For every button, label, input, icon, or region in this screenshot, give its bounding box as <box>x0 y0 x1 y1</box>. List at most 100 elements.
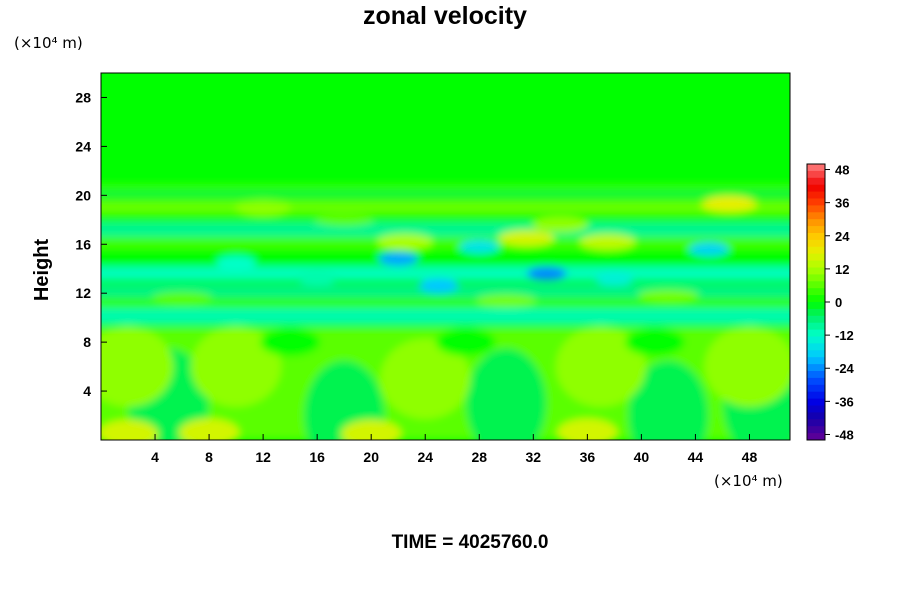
colorbar-segment <box>807 288 825 296</box>
field-band <box>101 190 790 198</box>
colorbar-segment <box>807 219 825 227</box>
field-cell <box>235 199 292 216</box>
field-cell <box>532 216 589 233</box>
colorbar-segment <box>807 212 825 220</box>
x-tick-label: 28 <box>471 449 487 465</box>
field-cell <box>179 418 240 440</box>
colorbar-segment <box>807 253 825 262</box>
field-cell <box>152 292 213 305</box>
colorbar-segment <box>807 274 825 282</box>
colorbar-tick-label: 48 <box>835 163 849 178</box>
field-cell <box>638 289 699 302</box>
x-tick-label: 40 <box>634 449 650 465</box>
colorbar-tick-label: 0 <box>835 295 842 310</box>
colorbar-segment <box>807 329 825 337</box>
field-band <box>101 222 790 237</box>
field-cell <box>498 230 555 247</box>
field-cell <box>594 271 635 286</box>
plot-frame <box>100 72 791 441</box>
field-cell <box>435 328 496 357</box>
colorbar-segment <box>807 170 825 179</box>
x-tick-label: 36 <box>580 449 596 465</box>
colorbar-segment <box>807 267 825 275</box>
field-band <box>101 183 790 191</box>
field-cell <box>304 360 385 440</box>
colorbar-tick-label: -12 <box>835 328 854 343</box>
colorbar-segment <box>807 398 825 406</box>
y-tick-label: 24 <box>75 138 91 154</box>
velocity-field <box>101 73 790 440</box>
field-cell <box>557 418 618 440</box>
colorbar-segment <box>807 205 825 213</box>
colorbar-tick-label: 24 <box>835 229 850 244</box>
colorbar-tick-label: -36 <box>835 394 854 409</box>
colorbar-segment <box>807 412 825 420</box>
field-cell <box>701 195 758 212</box>
field-band <box>101 307 790 326</box>
colorbar-segment <box>807 226 825 234</box>
colorbar-segment <box>807 308 825 317</box>
colorbar-tick-label: 12 <box>835 262 849 277</box>
colorbar-segment <box>807 371 825 379</box>
y-tick-label: 4 <box>83 383 91 399</box>
colorbar-segment <box>807 177 825 186</box>
field-cell <box>459 239 500 254</box>
colorbar-segment <box>807 315 825 324</box>
x-tick-label: 16 <box>309 449 325 465</box>
colorbar-segment <box>807 281 825 289</box>
field-cell <box>378 251 419 266</box>
chart-title: zonal velocity <box>363 2 527 30</box>
colorbar-segment <box>807 384 825 393</box>
colorbar-segment <box>807 184 825 193</box>
y-axis-unit: (×10⁴ m) <box>14 34 83 52</box>
y-axis: 4 8 12 16 20 24 28 <box>75 89 107 399</box>
colorbar-segment <box>807 426 825 434</box>
field-band <box>101 212 790 223</box>
field-band <box>101 249 790 267</box>
field-cell <box>418 278 459 293</box>
colorbar-segment <box>807 405 825 413</box>
colorbar-segment <box>807 239 825 248</box>
field-cell <box>376 233 433 250</box>
x-tick-label: 24 <box>417 449 433 465</box>
time-label: TIME = 4025760.0 <box>391 532 549 553</box>
x-tick-label: 4 <box>151 449 159 465</box>
field-cell <box>704 326 790 407</box>
field-band <box>101 200 790 213</box>
colorbar-segment <box>807 246 825 255</box>
field-band <box>101 266 790 281</box>
colorbar-segment <box>807 322 825 331</box>
colorbar-tick-label: -24 <box>835 361 855 376</box>
colorbar-segment <box>807 433 825 441</box>
field-cell <box>314 213 375 226</box>
field-cell <box>101 326 174 407</box>
x-tick-label: 32 <box>526 449 542 465</box>
colorbar-segment <box>807 198 825 206</box>
x-tick-label: 12 <box>255 449 271 465</box>
field-band <box>101 298 790 308</box>
colorbar: 48 36 24 12 0 -12 -24 -36 -48 <box>806 163 855 442</box>
colorbar-segment <box>807 343 825 351</box>
x-tick-label: 20 <box>363 449 379 465</box>
colorbar-segment <box>807 302 825 310</box>
colorbar-segment <box>807 295 825 303</box>
field-cell <box>466 348 547 440</box>
y-tick-label: 20 <box>75 187 91 203</box>
x-tick-label: 8 <box>205 449 213 465</box>
field-cell <box>476 294 537 307</box>
colorbar-segment <box>807 233 825 241</box>
colorbar-segment <box>807 357 825 365</box>
field-cell <box>101 419 159 440</box>
y-tick-label: 8 <box>83 334 91 350</box>
colorbar-tick-label: 36 <box>835 196 849 211</box>
field-cell <box>216 255 257 270</box>
colorbar-segment <box>807 364 825 372</box>
colorbar-segment <box>807 164 825 172</box>
y-tick-label: 28 <box>75 89 91 105</box>
colorbar-segment <box>807 377 825 386</box>
x-axis: 4 8 12 16 20 24 28 32 36 40 44 48 <box>151 434 757 465</box>
x-tick-label: 44 <box>688 449 704 465</box>
field-cell <box>688 242 729 257</box>
